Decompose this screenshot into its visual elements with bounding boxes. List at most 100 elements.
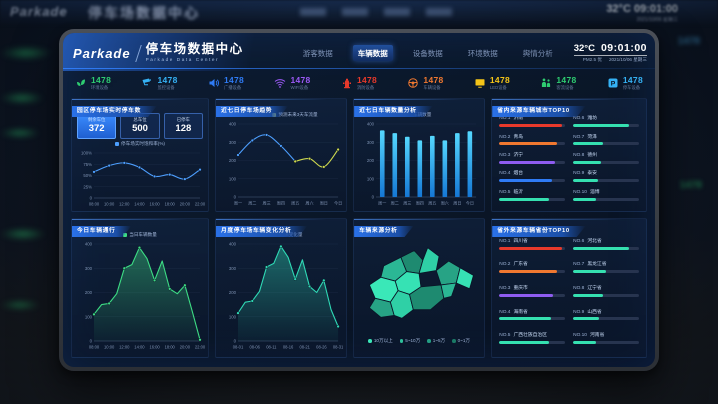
device-label: 广播设备	[223, 84, 242, 90]
rank-number: NO.2	[499, 134, 511, 140]
rank-number: NO.3	[499, 153, 511, 159]
device-count: 1478	[489, 74, 511, 85]
background-logo: Parkade	[10, 4, 68, 19]
svg-text:0: 0	[234, 339, 237, 344]
parking-kpis: 剩余车位 372 总车位 500 已停车 128	[77, 113, 204, 139]
rank-number: NO.1	[499, 116, 511, 122]
rank-bar	[573, 142, 639, 146]
device-count: 1478	[356, 74, 378, 85]
svg-text:100: 100	[85, 314, 93, 319]
rank-number: NO.7	[573, 262, 585, 268]
rank-column: NO.1 四川省 NO.2 广东省 NO.3 重庆市 NO.4 海南省 NO.5 广西壮族自治区	[499, 233, 566, 351]
background-blob	[0, 46, 52, 60]
saturation-line-chart: 100% 75% 50% 25% 008:00 10:00 12:00 14:00 16:00 1…	[81, 151, 205, 207]
rank-name: 青岛	[513, 134, 524, 140]
svg-text:周三: 周三	[263, 200, 271, 206]
chart-legend: 当日车辆数量	[75, 231, 205, 239]
device-count: 1478	[91, 74, 112, 85]
nav-tab-1[interactable]: 游客数据	[302, 48, 333, 58]
svg-text:100: 100	[367, 176, 375, 181]
rank-item: NO.7 黑龙江省	[573, 262, 639, 274]
rank-bar	[499, 317, 566, 321]
device-stat: 1478 监控设备	[141, 76, 177, 90]
week-trend-line-chart: 400 300 200 100 0周一 周二 周三 周四 周五 周六 周日 今日	[229, 122, 342, 206]
rank-item: NO.10 河南省	[573, 333, 639, 345]
rank-number: NO.5	[499, 189, 511, 195]
svg-text:周二: 周二	[248, 200, 256, 206]
rank-bar	[573, 246, 639, 250]
rank-name: 淄博	[589, 189, 600, 195]
rank-name: 临沂	[513, 189, 524, 195]
rank-name: 河北省	[587, 238, 602, 244]
rank-number: NO.10	[573, 189, 587, 195]
nav-tab-5[interactable]: 舆情分析	[522, 48, 553, 58]
svg-text:08:00: 08:00	[89, 345, 100, 350]
svg-text:100%: 100%	[81, 151, 92, 156]
device-stat: P 1478 停车设备	[607, 76, 643, 90]
svg-text:周三: 周三	[403, 200, 411, 206]
hydrant-icon	[342, 78, 351, 89]
rank-bar	[499, 179, 566, 183]
svg-text:22:00: 22:00	[195, 202, 205, 207]
rank-number: NO.4	[499, 171, 511, 177]
svg-text:08-11: 08-11	[266, 345, 277, 350]
panel-title: 今日车辆通行	[72, 226, 131, 237]
svg-text:400: 400	[85, 242, 93, 247]
legend-item: 当日车辆数量	[123, 232, 157, 238]
device-count: 1478	[290, 74, 311, 85]
svg-text:0: 0	[372, 195, 375, 200]
background-number: 1478	[677, 36, 700, 47]
rank-number: NO.6	[573, 238, 585, 244]
svg-text:08-26: 08-26	[316, 345, 327, 350]
rank-number: NO.8	[573, 286, 585, 292]
kpi-value: 128	[175, 123, 192, 135]
svg-text:0: 0	[90, 339, 93, 344]
svg-text:12:00: 12:00	[119, 345, 130, 350]
rank-name: 海南省	[513, 309, 528, 315]
device-stat: 1478 WIFI设备	[274, 76, 310, 90]
panel-title: 园区停车场实时停车数	[72, 106, 157, 117]
legend-item: 5~10万	[399, 338, 420, 344]
background-blob	[0, 92, 44, 104]
svg-text:75%: 75%	[83, 162, 92, 167]
rank-number: NO.8	[573, 153, 585, 159]
rank-item: NO.9 山西省	[573, 309, 639, 321]
svg-text:08-01: 08-01	[233, 345, 244, 350]
svg-text:08-16: 08-16	[283, 345, 294, 350]
svg-text:周五: 周五	[291, 200, 299, 206]
rank-name: 潍坊	[587, 116, 597, 122]
device-count: 1478	[423, 74, 444, 85]
nav-tab-3[interactable]: 设备数据	[412, 48, 443, 58]
svg-text:200: 200	[229, 158, 237, 163]
device-label: 消防设备	[356, 84, 375, 90]
page-title: 停车场数据中心	[145, 42, 244, 57]
svg-text:18:00: 18:00	[165, 202, 176, 207]
legend-item: 停车场实时饱和率(%)	[115, 141, 165, 147]
temperature-readout: 32°C	[573, 42, 595, 54]
background-title: 停车场数据中心	[88, 5, 200, 21]
rank-item: NO.5 临沂	[499, 189, 566, 201]
rank-bar	[573, 270, 639, 274]
nav-tab-2[interactable]: 车辆数据	[352, 45, 393, 61]
today-flow-area-chart: 400 300 200 100 008:00 10:00 12:00 14:00 16:00 18…	[85, 242, 205, 350]
rank-bar	[499, 124, 566, 128]
nav-tab-4[interactable]: 环境数据	[467, 48, 498, 58]
rank-name: 重庆市	[513, 286, 528, 292]
svg-text:08-06: 08-06	[249, 345, 260, 350]
device-label: 停车设备	[622, 84, 641, 90]
background-date: 2021/10/06 星期三	[636, 17, 678, 23]
rank-name: 山西省	[587, 309, 602, 315]
kpi-label: 剩余车位	[87, 117, 106, 123]
rank-number: NO.7	[573, 134, 585, 140]
rank-bar	[499, 341, 566, 345]
panel-month-change: 月度停车场车辆变化分析 停车场车辆变化量 400300200100008-010…	[215, 218, 348, 358]
background-blob	[0, 300, 40, 310]
device-label: 客流设备	[556, 84, 574, 90]
rank-item: NO.2 广东省	[499, 263, 566, 274]
rank-item: NO.1 济南	[499, 116, 566, 128]
parkade-logo: Parkade	[73, 45, 131, 61]
svg-text:周一: 周一	[378, 200, 386, 206]
device-stat: 1478 车辆设备	[407, 76, 443, 90]
panel-week-trend: 近七日停车场趋势 车流量预测未来3天车流量 4003002001000周一周二周…	[215, 98, 348, 212]
rank-bar	[573, 160, 639, 164]
